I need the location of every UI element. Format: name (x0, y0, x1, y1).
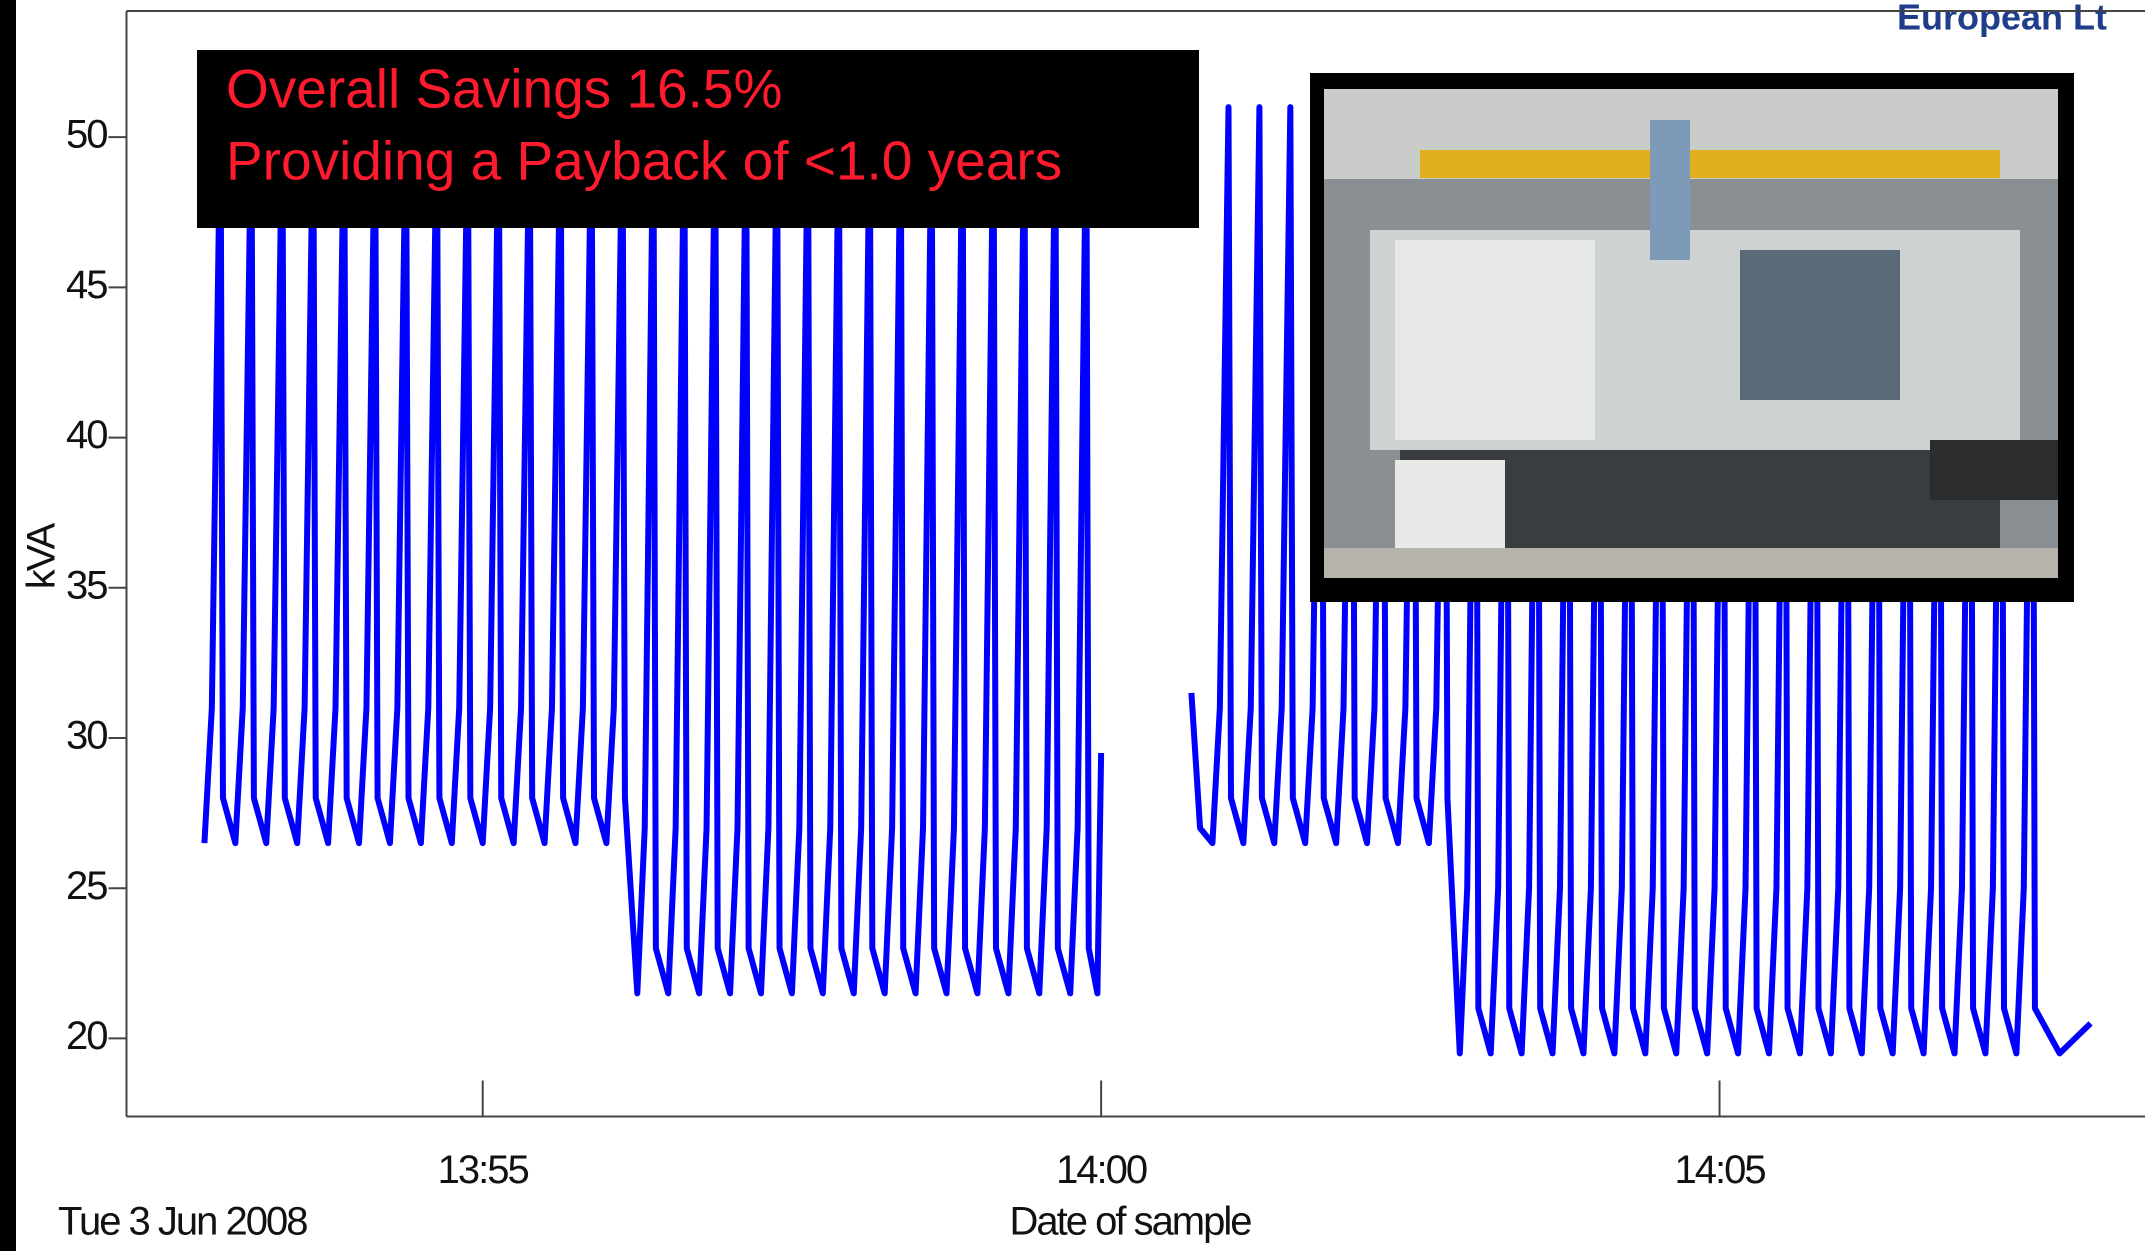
x-tick-label: 14:05 (1674, 1148, 1765, 1192)
x-tick-label: 14:00 (1056, 1148, 1147, 1192)
left-edge-bar (0, 0, 16, 1251)
date-label: Tue 3 Jun 2008 (58, 1200, 307, 1244)
machine-photo (1310, 73, 2074, 602)
y-tick-label: 35 (66, 563, 107, 607)
annotation: Providing a Payback of <1.0 years (226, 130, 1062, 192)
x-tick-label: 13:55 (438, 1148, 529, 1192)
chart: European Lt 20 25 30 35 40 45 50 13:55 14:00 14:0… (0, 0, 2156, 1251)
y-tick-label: 50 (66, 113, 107, 157)
y-axis-label: kVA (20, 522, 64, 589)
y-tick-label: 45 (66, 263, 107, 307)
annotation: Overall Savings 16.5% (226, 58, 782, 120)
y-tick-label: 30 (66, 714, 107, 758)
logo-text: European Lt (1897, 0, 2107, 38)
y-tick-label: 40 (66, 413, 107, 457)
y-tick-label: 25 (66, 864, 107, 908)
y-tick-label: 20 (66, 1014, 107, 1058)
x-axis-label: Date of sample (1009, 1200, 1251, 1244)
